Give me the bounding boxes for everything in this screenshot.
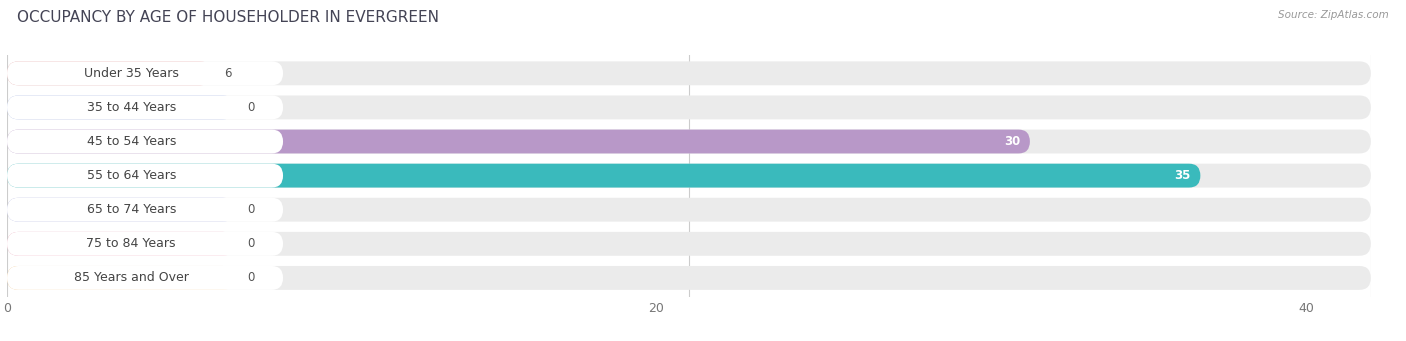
FancyBboxPatch shape [7,95,235,119]
FancyBboxPatch shape [7,198,283,222]
Text: 0: 0 [247,237,254,250]
FancyBboxPatch shape [7,95,1371,119]
FancyBboxPatch shape [7,164,1371,188]
Text: Under 35 Years: Under 35 Years [84,67,179,80]
Text: 0: 0 [247,203,254,216]
Text: 75 to 84 Years: 75 to 84 Years [87,237,176,250]
Text: 30: 30 [1004,135,1021,148]
Text: 65 to 74 Years: 65 to 74 Years [87,203,176,216]
Text: 6: 6 [225,67,232,80]
FancyBboxPatch shape [7,61,1371,85]
FancyBboxPatch shape [7,164,283,188]
Text: 0: 0 [247,271,254,284]
FancyBboxPatch shape [7,130,283,153]
Text: OCCUPANCY BY AGE OF HOUSEHOLDER IN EVERGREEN: OCCUPANCY BY AGE OF HOUSEHOLDER IN EVERG… [17,10,439,25]
Text: 85 Years and Over: 85 Years and Over [73,271,188,284]
FancyBboxPatch shape [7,266,283,290]
Text: Source: ZipAtlas.com: Source: ZipAtlas.com [1278,10,1389,20]
FancyBboxPatch shape [7,95,283,119]
Text: 0: 0 [247,101,254,114]
FancyBboxPatch shape [7,61,211,85]
FancyBboxPatch shape [7,198,1371,222]
FancyBboxPatch shape [7,61,283,85]
FancyBboxPatch shape [7,266,1371,290]
Text: 55 to 64 Years: 55 to 64 Years [87,169,176,182]
Text: 45 to 54 Years: 45 to 54 Years [87,135,176,148]
FancyBboxPatch shape [7,232,235,256]
FancyBboxPatch shape [7,198,235,222]
FancyBboxPatch shape [7,232,1371,256]
FancyBboxPatch shape [7,130,1029,153]
Text: 35 to 44 Years: 35 to 44 Years [87,101,176,114]
FancyBboxPatch shape [7,232,283,256]
Text: 35: 35 [1174,169,1191,182]
FancyBboxPatch shape [7,164,1201,188]
FancyBboxPatch shape [7,266,235,290]
FancyBboxPatch shape [7,130,1371,153]
